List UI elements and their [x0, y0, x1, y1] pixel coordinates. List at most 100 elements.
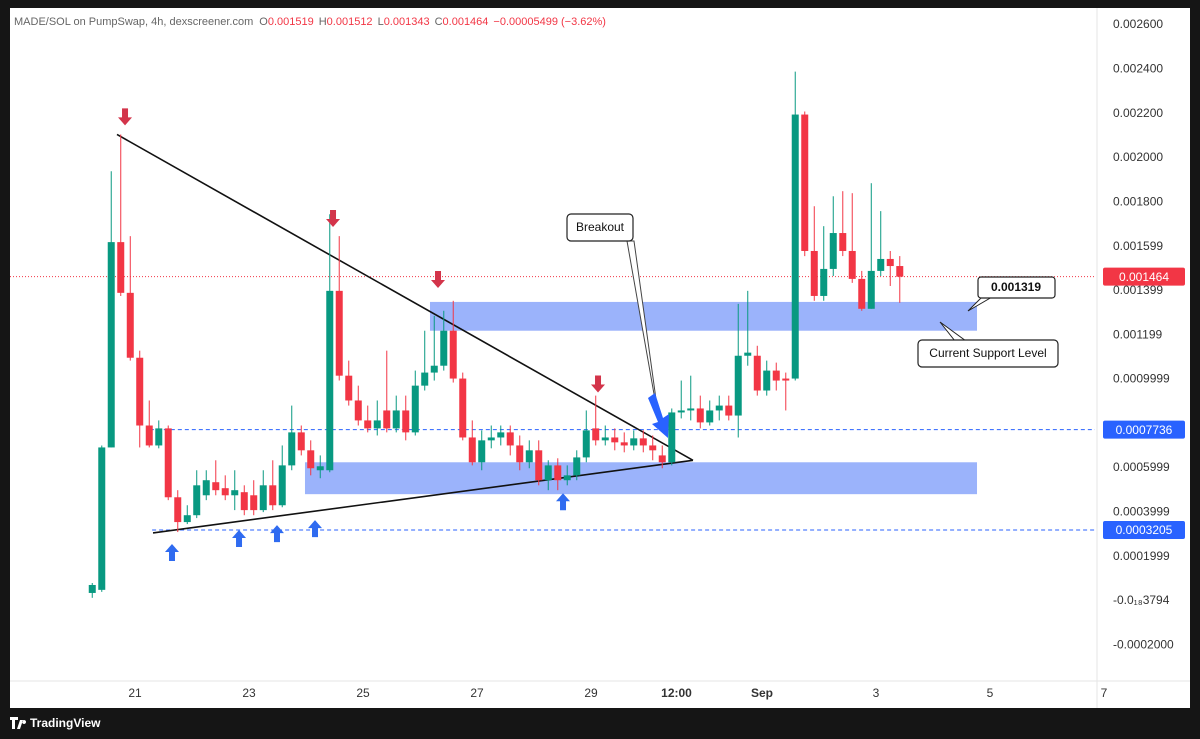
candle-body — [288, 432, 296, 466]
candle-body — [867, 270, 875, 309]
candle-body — [877, 258, 885, 271]
candle-body — [772, 370, 780, 381]
signal-arrow — [556, 493, 571, 511]
candle-body — [839, 233, 847, 251]
callout-box — [917, 339, 1059, 368]
footer: TradingView — [10, 716, 101, 730]
candle-body — [421, 372, 429, 386]
candle-body — [801, 114, 809, 251]
ohlc-value: 0.001519 — [268, 16, 314, 28]
candle-body — [231, 490, 239, 496]
callouts: Breakout 0.001319 Current Support Level — [566, 213, 1059, 438]
y-tick-label: 0.001599 — [1113, 239, 1163, 253]
candle-body — [696, 408, 704, 423]
candle-body — [402, 410, 410, 433]
candle-body — [687, 408, 695, 411]
candle-body — [88, 584, 96, 593]
candle-body — [516, 445, 524, 463]
ohlc-label: H — [319, 16, 327, 28]
candle-body — [354, 400, 362, 421]
signal-arrow — [269, 525, 284, 543]
candle-body — [240, 492, 248, 511]
x-tick-label: 25 — [356, 686, 370, 700]
candle-body — [725, 405, 733, 416]
candle-body — [117, 242, 125, 293]
candle-body — [468, 437, 476, 463]
candle-body — [715, 405, 723, 411]
chart-header: MADE/SOL on PumpSwap, 4h, dexscreener.co… — [14, 16, 606, 28]
ohlc-value: 0.001343 — [384, 16, 430, 28]
ohlc-label: C — [435, 16, 443, 28]
price-label-box — [1103, 267, 1185, 286]
signal-arrow — [232, 530, 247, 548]
candle-body — [886, 258, 894, 267]
signal-arrow — [431, 270, 446, 288]
y-tick-label: -0.0₁₈3794 — [1113, 593, 1170, 607]
signal-arrow — [326, 210, 341, 228]
candle-body — [497, 432, 505, 438]
candle-body — [544, 465, 552, 481]
x-tick-label: 3 — [873, 686, 880, 700]
candle-body — [677, 410, 685, 413]
y-tick-label: -0.0002000 — [1113, 637, 1174, 651]
candle-body — [269, 485, 277, 506]
ohlc-label: O — [259, 16, 268, 28]
candle-body — [164, 428, 172, 498]
ohlc-value: 0.001464 — [443, 16, 489, 28]
candle-body — [782, 378, 790, 381]
support-zone — [429, 301, 978, 331]
candle-body — [345, 375, 353, 401]
candle-body — [848, 250, 856, 279]
candle-body — [221, 488, 229, 496]
y-tick-label: 0.002000 — [1113, 150, 1163, 164]
candle-body — [193, 485, 201, 516]
candle-body — [316, 466, 324, 471]
x-tick-label: 5 — [987, 686, 994, 700]
candle-body — [582, 430, 590, 458]
y-tick-label: 0.0005999 — [1113, 460, 1170, 474]
x-tick-label: Sep — [751, 686, 773, 700]
signal-arrow — [308, 520, 323, 538]
candle-body — [335, 290, 343, 376]
candle-body — [373, 420, 381, 429]
candle-body — [392, 410, 400, 429]
candle-body — [506, 432, 514, 446]
candle-body — [820, 268, 828, 296]
candle-body — [250, 495, 258, 511]
x-tick-label: 7 — [1101, 686, 1108, 700]
candle-body — [601, 437, 609, 441]
callout-box — [566, 213, 634, 242]
x-tick-label: 27 — [470, 686, 484, 700]
y-tick-label: 0.002200 — [1113, 106, 1163, 120]
candle-body — [183, 515, 191, 523]
candle-body — [459, 378, 467, 438]
candle-body — [430, 365, 438, 373]
x-tick-label: 29 — [584, 686, 598, 700]
callout-box — [977, 276, 1056, 299]
price-change: −0.00005499 (−3.62%) — [493, 16, 606, 28]
signal-arrow — [164, 544, 179, 562]
signal-arrow — [118, 108, 133, 126]
candle-body — [535, 450, 543, 481]
candle-body — [896, 266, 904, 277]
x-tick-label: 12:00 — [661, 686, 692, 700]
trend-line — [116, 133, 694, 461]
candle-body — [639, 438, 647, 446]
candle-body — [297, 432, 305, 451]
candle-body — [791, 114, 799, 379]
candle-body — [753, 355, 761, 391]
candle-body — [383, 410, 391, 429]
breakout-arrow — [648, 393, 669, 438]
price-label: 0.0007736 — [1116, 423, 1173, 437]
y-tick-label: 0.002400 — [1113, 62, 1163, 76]
y-tick-label: 0.001399 — [1113, 283, 1163, 297]
candle-body — [259, 485, 267, 511]
candle-body — [449, 330, 457, 379]
candle-body — [630, 438, 638, 446]
candle-body — [278, 465, 286, 506]
callout-text: Current Support Level — [929, 346, 1046, 360]
candle-body — [364, 420, 372, 429]
signal-arrow — [591, 375, 606, 393]
candle-body — [858, 278, 866, 309]
